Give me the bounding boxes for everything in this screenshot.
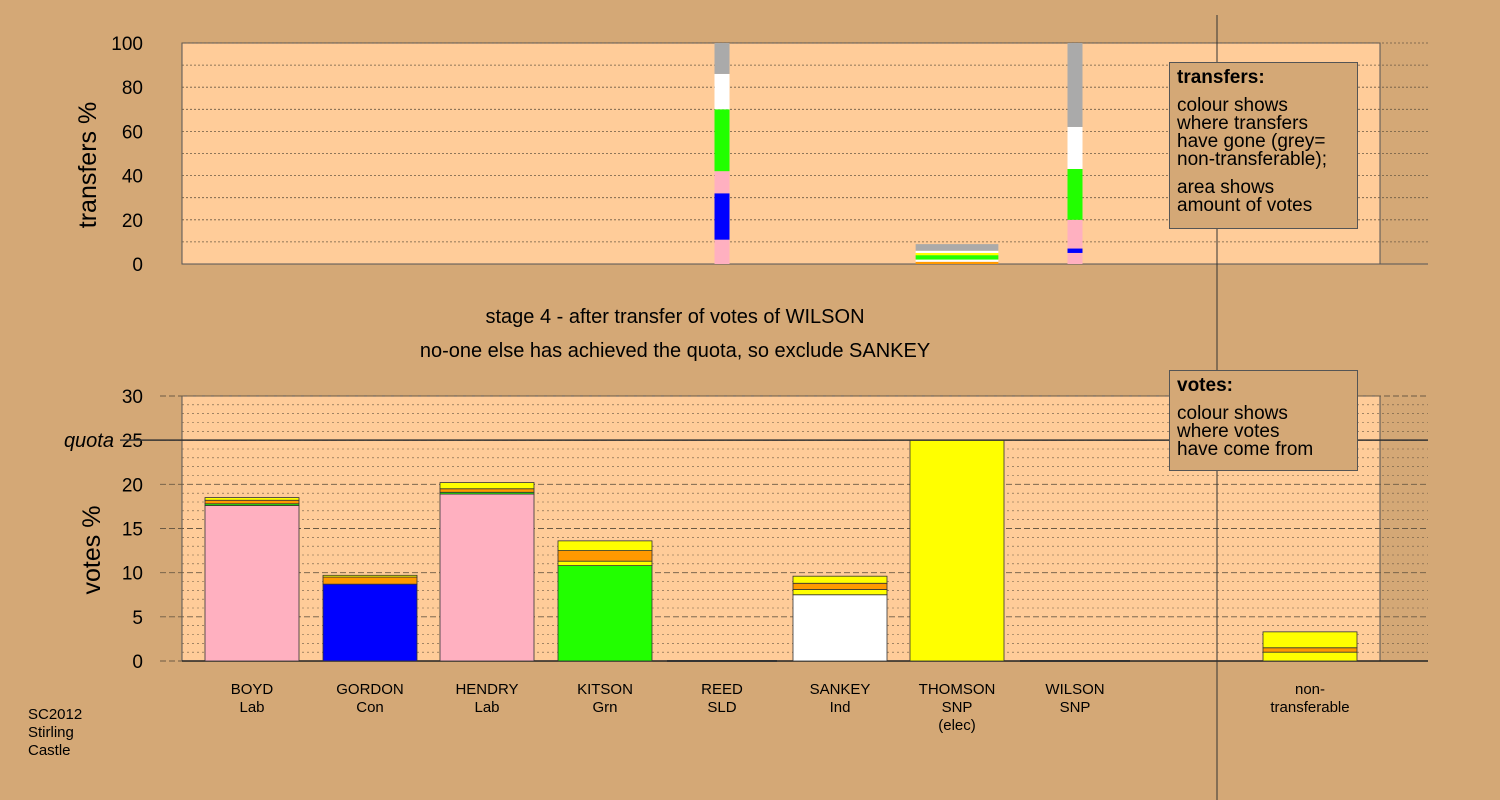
votes-y-tick-label: 0 [132,652,143,673]
transfer-segment-thomson [915,252,999,256]
transfers-y-axis: 0 20 40 60 80 100 [111,34,143,276]
candidate-label-reed: SLD [707,699,736,716]
vote-segment-nontransferable [1262,647,1358,653]
vote-segment-nontransferable [1262,631,1358,649]
transfer-segment-wilson [1067,168,1083,220]
transfers-y-tick-label: 0 [132,255,143,276]
transfer-segment-reed [714,73,730,110]
transfer-segment-wilson [1067,248,1083,253]
vote-segment-kitson [557,565,653,662]
candidate-label-sankey: Ind [830,699,851,716]
votes-y-tick-label: 20 [122,475,143,496]
candidate-labels: BOYDLabGORDONConHENDRYLabKITSONGrnREEDSL… [231,681,1350,734]
transfers-y-tick-label: 40 [122,167,143,188]
vote-segment-kitson [557,540,653,551]
vote-segment-sankey [792,594,888,662]
vote-segment-sankey [792,575,888,584]
transfer-segment-reed [714,109,730,172]
transfers-legend-text-1: colour shows where transfers have gone (… [1177,95,1327,170]
candidate-label-boyd: Lab [239,699,264,716]
transfer-segment-reed [714,239,730,264]
vote-segment-thomson [909,439,1005,662]
candidate-label-thomson: SNP [942,699,973,716]
vote-segment-nontransferable [1262,651,1358,662]
votes-y-tick-label: 30 [122,387,143,408]
transfers-y-tick-label: 80 [122,78,143,99]
votes-bars [204,439,1358,662]
votes-y-tick-label: 15 [122,520,143,541]
transfer-segment-wilson [1067,219,1083,249]
transfer-segment-wilson [1067,43,1083,127]
stage-subtitle: no-one else has achieved the quota, so e… [420,340,930,362]
votes-legend-text: colour shows where votes have come from [1177,403,1314,460]
votes-y-axis-label: votes % [78,506,106,595]
candidate-label-reed: REED [701,681,743,698]
vote-segment-kitson [557,560,653,567]
vote-segment-hendry [439,488,535,493]
transfer-segment-thomson [915,261,999,264]
transfers-legend-title: transfers: [1177,67,1265,88]
transfer-segment-thomson [915,250,999,253]
candidate-label-hendry: Lab [474,699,499,716]
transfer-segment-wilson [1067,252,1083,264]
transfers-y-tick-label: 20 [122,211,143,232]
votes-y-axis: 0 5 10 15 20 25 30 [122,387,143,673]
vote-segment-gordon [322,574,418,578]
candidate-label-thomson: THOMSON [919,681,996,698]
transfer-segment-thomson [915,259,999,262]
votes-legend-title: votes: [1177,375,1233,396]
votes-legend: votes: colour shows where votes have com… [1169,370,1358,471]
transfer-segment-thomson [915,244,999,251]
transfers-y-axis-label: transfers % [74,102,102,228]
vote-segment-boyd [204,499,300,505]
transfers-y-tick-label: 100 [111,34,143,55]
candidate-label-wilson: SNP [1060,699,1091,716]
votes-y-tick-label: 25 [122,431,143,452]
vote-segment-hendry [439,493,535,662]
transfers-legend-text-2: area shows amount of votes [1177,177,1313,216]
election-stamp: SC2012 Stirling Castle [28,706,83,759]
vote-segment-sankey [792,582,888,590]
transfers-y-tick-label: 60 [122,122,143,143]
candidate-label-kitson: KITSON [577,681,633,698]
candidate-label-boyd: BOYD [231,681,274,698]
candidate-label-gordon: GORDON [336,681,404,698]
candidate-label-nontransferable: non- [1295,681,1325,698]
votes-y-tick-label: 5 [132,608,143,629]
stage-title: stage 4 - after transfer of votes of WIL… [485,306,864,328]
vote-segment-gordon [322,576,418,585]
transfer-segment-reed [714,171,730,194]
transfer-segment-reed [714,43,730,74]
transfer-segment-wilson [1067,126,1083,169]
candidate-label-wilson: WILSON [1045,681,1104,698]
vote-segment-gordon [322,583,418,662]
candidate-label-thomson: (elec) [938,717,976,734]
transfer-segment-reed [714,193,730,240]
vote-segment-kitson [557,550,653,562]
candidate-label-nontransferable: transferable [1270,699,1349,716]
candidate-label-hendry: HENDRY [455,681,518,698]
transfer-segment-thomson [915,255,999,260]
votes-y-tick-label: 10 [122,564,143,585]
transfers-gridlines [182,42,1428,265]
candidate-label-gordon: Con [356,699,384,716]
vote-segment-hendry [439,482,535,490]
transfers-legend: transfers: colour shows where transfers … [1169,62,1358,229]
vote-segment-sankey [792,589,888,596]
quota-label: quota [64,430,114,452]
transfers-bars [714,43,1083,264]
candidate-label-sankey: SANKEY [810,681,871,698]
candidate-label-kitson: Grn [592,699,617,716]
vote-segment-boyd [204,497,300,501]
vote-segment-boyd [204,505,300,662]
